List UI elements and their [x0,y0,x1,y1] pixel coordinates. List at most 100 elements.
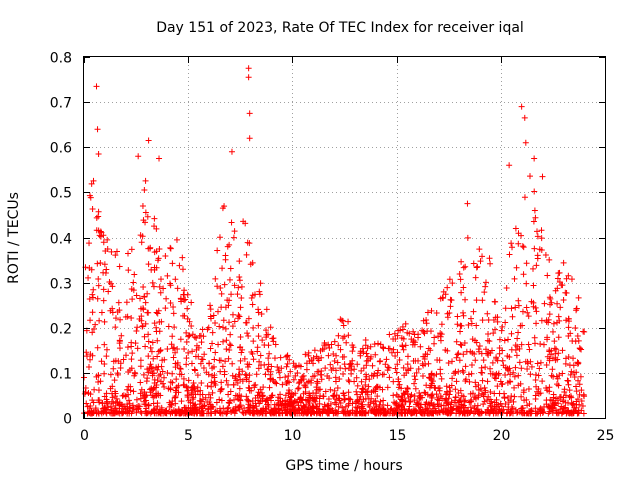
data-point [425,400,432,407]
data-point [140,217,147,224]
data-point [245,384,252,391]
data-point [536,246,543,253]
data-point [468,320,475,327]
data-point [340,322,347,329]
data-point [217,386,224,393]
data-point [186,332,193,339]
data-point [306,399,313,406]
data-point [265,401,272,408]
data-point [137,395,144,402]
data-point [544,334,551,341]
data-point [551,338,558,345]
data-point [183,339,190,346]
data-point [125,397,132,404]
data-point [211,380,218,387]
data-point [253,409,260,416]
data-point [166,280,173,287]
data-point [150,283,157,290]
data-point [413,410,420,417]
data-point [314,380,321,387]
data-point [444,310,451,317]
data-point [138,317,145,324]
data-point [238,393,245,400]
data-point [522,358,529,365]
data-point [103,266,110,273]
data-point [276,402,283,409]
data-point [351,366,358,373]
data-point [568,276,575,283]
data-point [215,341,222,348]
data-point [420,353,427,360]
data-point [527,371,534,378]
data-point [155,409,162,416]
data-point [523,260,530,267]
data-point [515,329,522,336]
data-point [575,377,582,384]
data-point [95,387,102,394]
data-point [94,409,101,416]
data-point [156,283,163,290]
data-point [90,294,97,301]
data-point [394,349,401,356]
data-point [384,364,391,371]
data-point [194,384,201,391]
y-axis-label: ROTI / TECUs [6,192,22,284]
data-point [257,409,264,416]
data-point [156,155,163,162]
data-point [225,404,232,411]
data-point [291,364,298,371]
data-point [145,401,152,408]
data-point [175,382,182,389]
data-point [531,340,538,347]
data-point [554,381,561,388]
data-point [145,369,152,376]
data-point [565,324,572,331]
data-point [223,410,230,417]
data-point [457,276,464,283]
data-point [310,409,317,416]
data-point [358,378,365,385]
data-point [327,361,334,368]
data-point [515,297,522,304]
data-point [568,368,575,375]
data-point [518,232,525,239]
data-point [139,203,146,210]
data-point [279,410,286,417]
data-point [472,274,479,281]
data-point [400,390,407,397]
data-point [512,304,519,311]
data-point [376,403,383,410]
data-point [415,365,422,372]
data-point [445,359,452,366]
data-point [424,407,431,414]
data-point [386,331,393,338]
data-point [419,372,426,379]
data-point [486,255,493,262]
data-point [378,409,385,416]
data-point [563,317,570,324]
data-point [476,348,483,355]
data-point [392,365,399,372]
data-point [234,291,241,298]
data-point [243,393,250,400]
data-point [476,410,483,417]
data-point [320,393,327,400]
data-point [292,398,299,405]
data-point [490,330,497,337]
data-point [263,327,270,334]
data-point [311,372,318,379]
chart-title: Day 151 of 2023, Rate Of TEC Index for r… [156,20,524,36]
data-point [551,345,558,352]
data-point [235,312,242,319]
data-point [266,350,273,357]
data-point [282,397,289,404]
data-point [461,410,468,417]
data-point [523,280,530,287]
data-point [172,349,179,356]
data-point [277,354,284,361]
data-point [266,384,273,391]
data-point [331,338,338,345]
data-point [104,246,111,253]
data-point [495,401,502,408]
data-point [491,390,498,397]
